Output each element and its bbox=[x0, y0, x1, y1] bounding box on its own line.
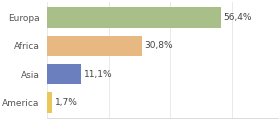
Bar bbox=[47, 92, 52, 113]
Bar bbox=[47, 64, 81, 84]
Text: 1,7%: 1,7% bbox=[55, 98, 78, 107]
Bar bbox=[47, 36, 142, 56]
Bar bbox=[47, 7, 221, 28]
Text: 11,1%: 11,1% bbox=[84, 70, 112, 79]
Text: 30,8%: 30,8% bbox=[144, 41, 173, 50]
Text: 56,4%: 56,4% bbox=[223, 13, 252, 22]
